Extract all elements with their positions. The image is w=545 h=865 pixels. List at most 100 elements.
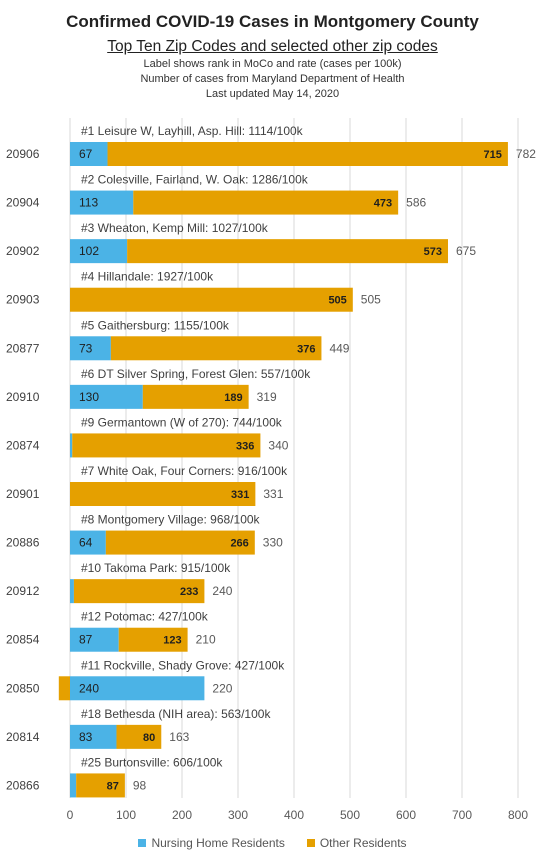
value-label-nursing: 83: [79, 730, 93, 744]
rank-label: #25 Burtonsville: 606/100k: [81, 755, 223, 769]
total-label: 98: [133, 778, 147, 792]
total-label: 675: [456, 244, 476, 258]
rank-label: #5 Gaithersburg: 1155/100k: [81, 318, 230, 332]
category-label: 20912: [6, 584, 40, 598]
bar-nursing: [70, 433, 73, 458]
rank-label: #10 Takoma Park: 915/100k: [81, 561, 231, 575]
value-label-other: 573: [424, 246, 442, 258]
bar-other: [58, 676, 70, 701]
bar-nursing: [70, 773, 77, 798]
total-label: 505: [361, 293, 381, 307]
value-label-nursing: 87: [79, 633, 93, 647]
total-label: 782: [516, 147, 536, 161]
legend-label-nursing: Nursing Home Residents: [151, 836, 285, 850]
value-label-other: 123: [163, 635, 181, 647]
x-tick-label: 700: [452, 808, 472, 822]
category-label: 20874: [6, 438, 40, 452]
value-label-nursing: 113: [79, 196, 98, 210]
value-label-nursing: 73: [79, 341, 93, 355]
total-label: 319: [257, 390, 277, 404]
total-label: 449: [329, 341, 349, 355]
value-label-nursing: 240: [79, 681, 99, 695]
legend-swatch-nursing: [138, 839, 147, 847]
category-label: 20814: [6, 730, 40, 744]
total-label: 220: [212, 681, 232, 695]
value-label-other: 505: [328, 295, 346, 307]
legend-item-nursing: Nursing Home Residents: [138, 836, 285, 850]
bar-other: [76, 773, 125, 798]
legend: Nursing Home Residents Other Residents: [0, 836, 545, 850]
rank-label: #18 Bethesda (NIH area): 563/100k: [81, 707, 271, 721]
rank-label: #6 DT Silver Spring, Forest Glen: 557/10…: [81, 367, 311, 381]
total-label: 340: [268, 438, 288, 452]
chart-title: Confirmed COVID-19 Cases in Montgomery C…: [66, 12, 479, 31]
bar-other: [110, 336, 322, 361]
bar-nursing: [70, 530, 106, 555]
category-label: 20902: [6, 244, 40, 258]
x-tick-label: 0: [67, 808, 74, 822]
value-label-other: 189: [224, 392, 242, 404]
bar-other: [70, 482, 256, 506]
legend-label-other: Other Residents: [319, 836, 407, 850]
category-label: 20903: [6, 293, 40, 307]
value-label-other: 715: [484, 149, 502, 161]
bar-nursing: [70, 142, 108, 166]
bar-nursing: [70, 579, 74, 604]
value-label-other: 376: [297, 343, 315, 355]
rank-label: #7 White Oak, Four Corners: 916/100k: [81, 464, 288, 478]
value-label-other: 233: [180, 586, 198, 598]
rank-label: #3 Wheaton, Kemp Mill: 1027/100k: [81, 221, 269, 235]
total-label: 330: [263, 536, 283, 550]
total-label: 331: [263, 487, 283, 501]
rank-label: #2 Colesville, Fairland, W. Oak: 1286/10…: [81, 173, 309, 187]
x-tick-label: 500: [340, 808, 360, 822]
bar-nursing: [70, 190, 134, 215]
value-label-other: 80: [143, 732, 155, 744]
category-label: 20854: [6, 633, 40, 647]
category-label: 20904: [6, 196, 40, 210]
value-label-nursing: 130: [79, 390, 99, 404]
legend-swatch-other: [306, 839, 315, 847]
chart-note-rank: Label shows rank in MoCo and rate (cases…: [143, 58, 402, 70]
rank-label: #1 Leisure W, Layhill, Asp. Hill: 1114/1…: [81, 124, 304, 138]
rank-label: #8 Montgomery Village: 968/100k: [81, 513, 261, 527]
bar-other: [105, 530, 255, 555]
rank-label: #9 Germantown (W of 270): 744/100k: [81, 415, 283, 429]
x-tick-label: 200: [172, 808, 192, 822]
total-label: 240: [212, 584, 232, 598]
bar-other: [133, 190, 399, 215]
bar-nursing: [70, 724, 117, 749]
chart-note-source: Number of cases from Maryland Department…: [140, 73, 405, 85]
bar-other: [142, 384, 249, 409]
rank-label: #12 Potomac: 427/100k: [81, 610, 209, 624]
bar-other: [118, 627, 188, 652]
x-tick-label: 300: [228, 808, 248, 822]
x-tick-label: 400: [284, 808, 304, 822]
chart-subtitle: Top Ten Zip Codes and selected other zip…: [107, 38, 438, 55]
category-label: 20886: [6, 536, 40, 550]
total-label: 210: [196, 633, 216, 647]
category-label: 20910: [6, 390, 40, 404]
value-label-nursing: 64: [79, 536, 93, 550]
value-label-nursing: 67: [79, 147, 93, 161]
value-label-other: 331: [231, 489, 249, 501]
bar-nursing: [70, 627, 119, 652]
x-tick-label: 600: [396, 808, 416, 822]
rank-label: #4 Hillandale: 1927/100k: [81, 270, 214, 284]
category-label: 20850: [6, 681, 40, 695]
value-label-other: 473: [374, 198, 392, 210]
category-label: 20901: [6, 487, 40, 501]
category-label: 20866: [6, 778, 40, 792]
total-label: 586: [406, 196, 426, 210]
bar-other: [70, 287, 353, 312]
bar-other: [107, 142, 508, 166]
rank-label: #11 Rockville, Shady Grove: 427/100k: [81, 658, 285, 672]
value-label-other: 266: [230, 538, 248, 550]
chart-note-updated: Last updated May 14, 2020: [205, 88, 340, 100]
total-label: 163: [169, 730, 189, 744]
bar-other: [116, 724, 162, 749]
bar-nursing: [70, 239, 128, 264]
value-label-nursing: 102: [79, 244, 99, 258]
bar-other: [127, 239, 449, 264]
